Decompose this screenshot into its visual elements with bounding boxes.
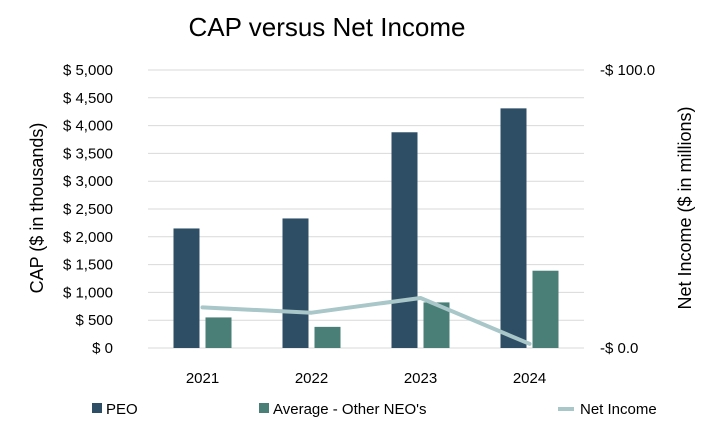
y-tick-label: $ 1,500 [63, 257, 113, 274]
bar-average-other-neo-s [314, 326, 341, 348]
line-net-income [200, 295, 532, 346]
legend-label-net-income: Net Income [580, 401, 657, 418]
bar-peo [282, 218, 309, 348]
bar-average-other-neo-s [205, 317, 232, 348]
y-tick-label: $ 5,000 [63, 62, 113, 79]
legend: PEO Average - Other NEO's Net Income [92, 401, 657, 418]
net-income-line-group [200, 295, 532, 346]
y-tick-label: $ 3,000 [63, 173, 113, 190]
legend-swatch-average-other-neo-s [259, 403, 269, 413]
chart-title: CAP versus Net Income [189, 12, 466, 42]
y2-tick-label: -$ 100.0 [600, 62, 655, 79]
bar-peo [173, 228, 200, 348]
y-tick-label: $ 2,500 [63, 201, 113, 218]
y2-axis-ticks: -$ 0.0 -$ 100.0 [600, 62, 655, 357]
bar-average-other-neo-s [532, 270, 559, 348]
y-axis-title: CAP ($ in thousands) [27, 123, 47, 294]
y-tick-label: $ 500 [75, 312, 113, 329]
legend-label-average-other-neo-s: Average - Other NEO's [273, 401, 426, 418]
x-tick-label: 2022 [295, 370, 328, 387]
legend-label-peo: PEO [106, 401, 138, 418]
y2-tick-label: -$ 0.0 [600, 340, 638, 357]
bars [173, 108, 559, 348]
x-tick-label: 2024 [513, 370, 546, 387]
x-tick-label: 2023 [404, 370, 437, 387]
y-tick-label: $ 2,000 [63, 229, 113, 246]
legend-swatch-peo [92, 403, 102, 413]
y-tick-label: $ 1,000 [63, 284, 113, 301]
bar-peo [500, 108, 527, 348]
y2-axis-title: Net Income ($ in millions) [675, 106, 695, 309]
y-tick-label: $ 4,000 [63, 118, 113, 135]
bar-peo [391, 132, 418, 348]
y-tick-label: $ 0 [92, 340, 113, 357]
y-tick-label: $ 3,500 [63, 145, 113, 162]
x-axis-ticks: 2021 2022 2023 2024 [186, 370, 546, 387]
y-tick-label: $ 4,500 [63, 90, 113, 107]
x-tick-label: 2021 [186, 370, 219, 387]
y-axis-ticks: $ 0 $ 500 $ 1,000 $ 1,500 $ 2,000 $ 2,500 $ 3,… [63, 62, 113, 357]
